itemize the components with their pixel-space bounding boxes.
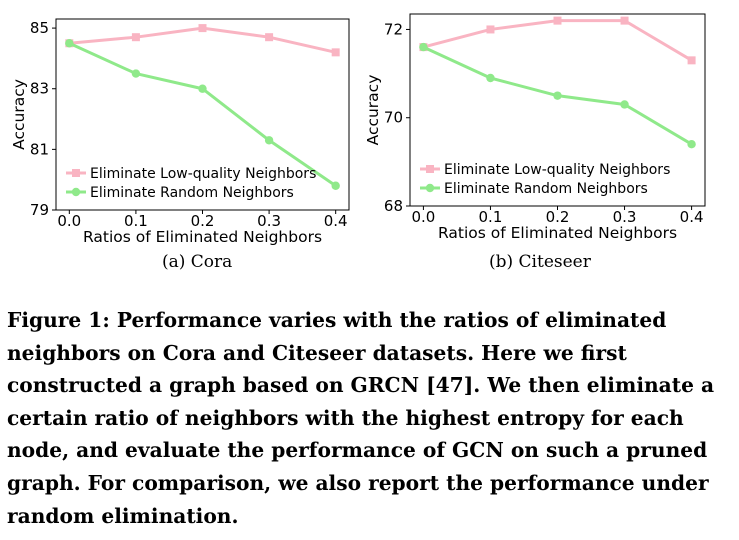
y-tick-label: 79 [30, 201, 49, 219]
data-point [687, 140, 696, 149]
data-point [486, 73, 495, 83]
legend-marker [426, 165, 434, 173]
x-tick-label: 0.1 [124, 212, 148, 230]
x-axis-label: Ratios of Eliminated Neighbors [438, 224, 677, 242]
chart-citeseer: 0.0 0.1 0.2 0.3 0.4 68 70 72 Ratios of Eliminate… [364, 13, 706, 242]
y-tick-label: 85 [30, 19, 49, 37]
data-point [198, 84, 207, 93]
data-point [553, 91, 562, 100]
data-point [198, 24, 207, 33]
data-point [620, 100, 629, 109]
data-point [265, 33, 274, 42]
data-point [331, 181, 340, 190]
data-point [65, 39, 74, 48]
x-tick-label: 0.0 [411, 208, 435, 226]
legend-marker [71, 187, 81, 197]
y-tick-label: 81 [30, 140, 49, 158]
subcaption-cora: (a) Cora [162, 252, 233, 272]
x-axis-label: Ratios of Eliminated Neighbors [83, 228, 322, 246]
data-point [419, 42, 428, 52]
legend-marker [425, 183, 435, 193]
y-tick-label: 72 [384, 20, 403, 38]
y-axis-label: Accuracy [364, 75, 382, 146]
x-tick-label: 0.2 [191, 212, 215, 230]
data-point [486, 25, 495, 34]
legend-label: Eliminate Low-quality Neighbors [444, 162, 670, 178]
legend-label: Eliminate Random Neighbors [90, 185, 294, 201]
y-tick-label: 68 [384, 197, 403, 215]
legend-label: Eliminate Random Neighbors [444, 181, 648, 197]
data-point [331, 48, 340, 57]
data-point [553, 16, 562, 25]
y-tick-label: 70 [384, 109, 403, 127]
x-tick-label: 0.3 [257, 212, 281, 230]
data-point [620, 16, 629, 25]
series-line [423, 19, 693, 62]
data-point [264, 136, 274, 145]
x-tick-label: 0.2 [546, 208, 570, 226]
data-point [687, 56, 696, 65]
x-tick-label: 0.0 [57, 212, 81, 230]
legend-label: Eliminate Low-quality Neighbors [90, 166, 316, 182]
series-line [68, 41, 337, 187]
x-tick-label: 0.4 [680, 208, 704, 226]
chart-cora: 0.0 0.1 0.2 0.3 0.4 79 81 83 85 Ratios of Elimina… [10, 18, 350, 246]
subcaption-citeseer: (b) Citeseer [489, 252, 591, 272]
x-tick-label: 0.3 [613, 208, 637, 226]
x-tick-label: 0.4 [324, 212, 348, 230]
figure-caption: Figure 1: Performance varies with the ra… [7, 308, 715, 528]
y-tick-label: 83 [30, 80, 49, 98]
y-axis-label: Accuracy [10, 79, 28, 150]
legend-marker [72, 169, 80, 177]
x-tick-label: 0.1 [479, 208, 503, 226]
data-point [131, 33, 140, 42]
figure-canvas: 0.0 0.1 0.2 0.3 0.4 79 81 83 85 Ratios of Elimina… [10, 13, 706, 246]
data-point [131, 69, 141, 78]
